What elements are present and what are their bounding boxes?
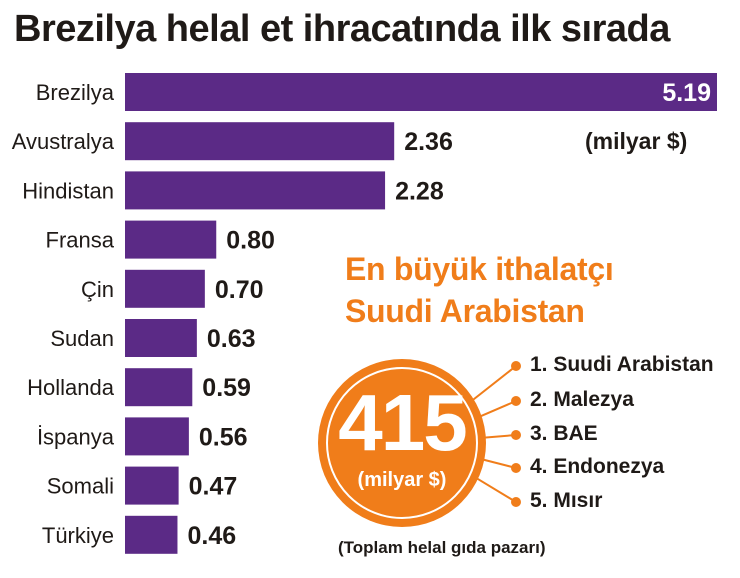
connector-dot — [511, 497, 521, 507]
category-label: Fransa — [46, 228, 115, 253]
bar — [125, 122, 395, 161]
connector-dot — [511, 430, 521, 440]
importer-rank-item: 1. Suudi Arabistan — [530, 353, 714, 376]
unit-label: (milyar $) — [585, 128, 688, 154]
value-label: 2.36 — [404, 128, 453, 156]
value-label: 0.56 — [199, 423, 248, 451]
value-label: 0.47 — [189, 473, 238, 501]
category-label: İspanya — [37, 424, 115, 449]
total-market-unit: (milyar $) — [357, 469, 447, 491]
value-label: 0.70 — [215, 276, 264, 304]
category-label: Hindistan — [22, 178, 114, 203]
connector-line — [471, 474, 517, 503]
value-label: 0.46 — [187, 522, 236, 550]
bar — [125, 319, 197, 357]
connector-dot — [511, 463, 521, 473]
importer-heading-line1: En büyük ithalatçı — [345, 251, 614, 287]
value-label: 2.28 — [395, 177, 444, 205]
category-label: Somali — [47, 474, 114, 499]
importer-rank-item: 2. Malezya — [530, 388, 634, 411]
bar — [125, 368, 193, 407]
category-label: Hollanda — [27, 375, 115, 400]
connector-line — [471, 365, 517, 402]
bar — [125, 466, 179, 505]
category-label: Çin — [81, 277, 114, 302]
importer-heading: En büyük ithalatçı Suudi Arabistan — [345, 248, 614, 332]
bar — [125, 417, 189, 456]
category-label: Brezilya — [36, 80, 115, 105]
importer-rank-item: 4. Endonezya — [530, 455, 665, 478]
value-label: 0.63 — [207, 325, 256, 353]
category-label: Avustralya — [12, 129, 115, 154]
bar — [125, 171, 386, 210]
bar — [125, 220, 217, 259]
importer-rank-item: 3. BAE — [530, 422, 598, 445]
bar — [125, 73, 717, 111]
importer-heading-line2: Suudi Arabistan — [345, 293, 585, 329]
circle-ring — [326, 367, 478, 519]
category-label: Sudan — [50, 326, 114, 351]
total-market-value: 415 — [338, 378, 467, 467]
connector-dot — [511, 396, 521, 406]
chart-title: Brezilya helal et ihracatında ilk sırada — [14, 8, 670, 50]
bar — [125, 269, 205, 308]
market-label: (Toplam helal gıda pazarı) — [338, 538, 546, 557]
category-label: Türkiye — [42, 523, 114, 548]
value-label: 0.80 — [226, 227, 275, 255]
value-label: 0.59 — [202, 374, 251, 402]
bar — [125, 515, 178, 554]
total-market-circle: 415 (milyar $) — [318, 359, 486, 527]
value-label: 5.19 — [662, 79, 711, 107]
importer-rank-item: 5. Mısır — [530, 489, 603, 512]
connector-dot — [511, 361, 521, 371]
